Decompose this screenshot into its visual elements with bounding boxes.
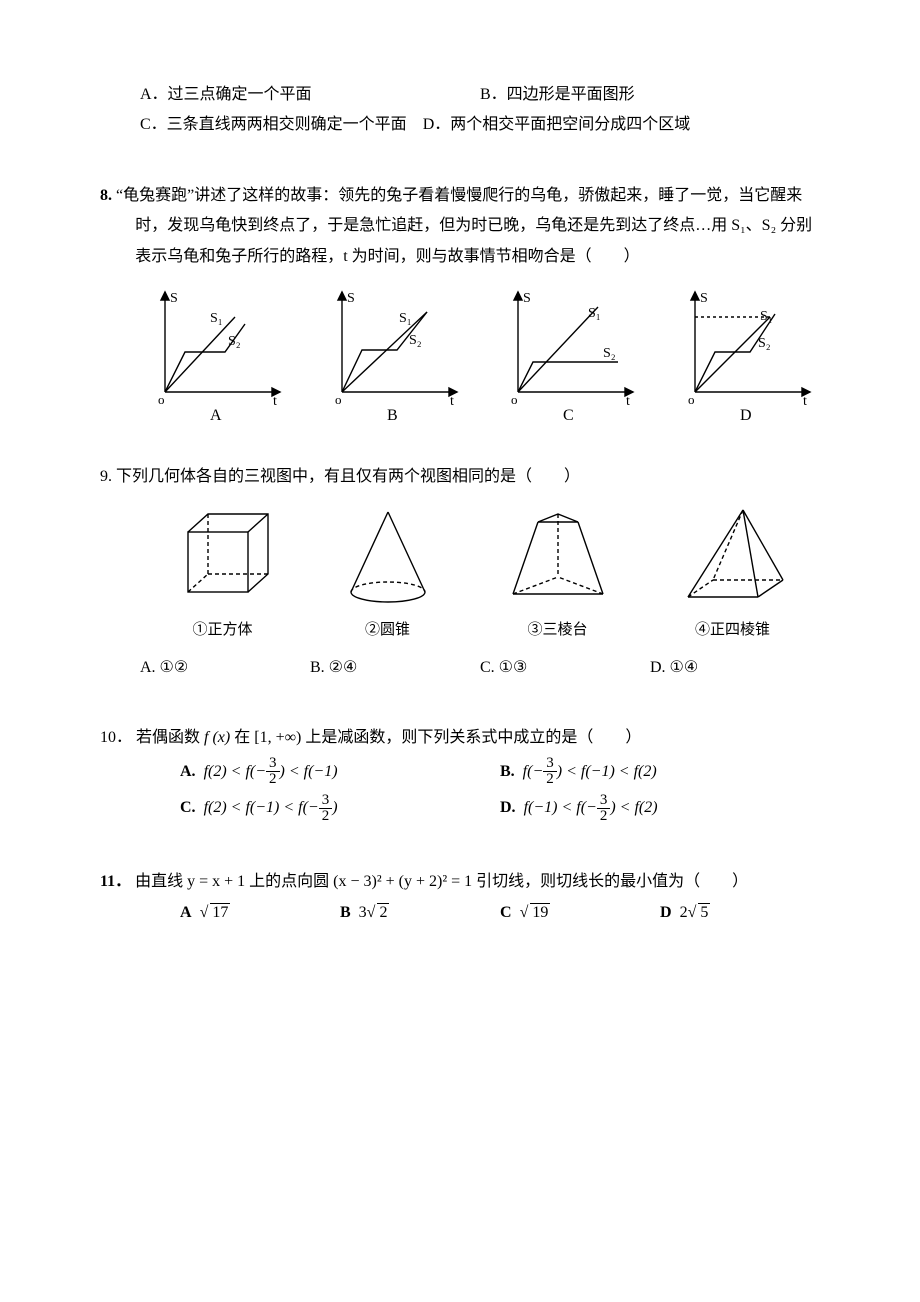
svg-text:S: S xyxy=(347,291,355,306)
svg-text:S₂: S₂ xyxy=(603,346,616,361)
q10-option-b: B. f(−32) < f(−1) < f(2) xyxy=(500,754,820,791)
q9-option-a: A. ①② xyxy=(140,653,310,683)
q11-number: 11． xyxy=(100,873,131,890)
q10-c-expr: f(2) < f(−1) < f(−32) xyxy=(204,799,338,816)
q9-fig-cone: ②圆锥 xyxy=(333,502,443,645)
q9-number: 9. xyxy=(100,468,112,485)
q11-stem: 11． 由直线 y = x + 1 上的点向圆 (x − 3)² + (y + … xyxy=(100,867,820,897)
q10-fx: f (x) xyxy=(204,729,230,746)
svg-text:S₁: S₁ xyxy=(588,306,601,321)
q9-label-4: ④正四棱锥 xyxy=(673,616,793,645)
q8-number: 8. xyxy=(100,187,112,204)
q9-figures: ①正方体 ②圆锥 xyxy=(140,502,820,645)
q10-a-expr: f(2) < f(−32) < f(−1) xyxy=(204,763,338,780)
q11-c-sqrt: √19 xyxy=(520,898,551,928)
q11-option-b: B 3√2 xyxy=(340,898,500,928)
q9-label-3: ③三棱台 xyxy=(498,616,618,645)
svg-text:S₂: S₂ xyxy=(409,333,422,348)
q9-options: A. ①② B. ②④ C. ①③ D. ①④ xyxy=(140,653,820,683)
q8-graph-d: S t o S₁ S₂ D xyxy=(670,282,820,422)
q10-option-c: C. f(2) < f(−1) < f(−32) xyxy=(180,790,500,827)
q8-label-c: C xyxy=(563,407,574,422)
q8-label-b: B xyxy=(387,407,398,422)
svg-text:o: o xyxy=(511,392,518,407)
q8: 8. “龟兔赛跑”讲述了这样的故事：领先的兔子看着慢慢爬行的乌龟，骄傲起来，睡了… xyxy=(100,181,820,422)
q9-text: 下列几何体各自的三视图中，有且仅有两个视图相同的是（ ） xyxy=(116,468,580,485)
q11-option-a: A √17 xyxy=(180,898,340,928)
q10-pre: 若偶函数 xyxy=(136,729,204,746)
axis-t-label: t xyxy=(273,394,277,409)
q8-graphs: S t o S₁ S₂ A S t o S₁ S₂ B xyxy=(140,282,820,422)
q9-label-1: ①正方体 xyxy=(168,616,278,645)
svg-text:o: o xyxy=(158,392,165,407)
svg-text:S: S xyxy=(700,291,708,306)
q8-label-a: A xyxy=(210,407,222,422)
q9-fig-frustum: ③三棱台 xyxy=(498,502,618,645)
q11-b-sqrt: 3√2 xyxy=(359,898,390,928)
axis-s-label: S xyxy=(170,291,178,306)
q8-stem: 8. “龟兔赛跑”讲述了这样的故事：领先的兔子看着慢慢爬行的乌龟，骄傲起来，睡了… xyxy=(100,181,820,272)
q9-label-2: ②圆锥 xyxy=(333,616,443,645)
q7-option-b: B．四边形是平面图形 xyxy=(480,80,820,110)
q9-fig-pyramid: ④正四棱锥 xyxy=(673,502,793,645)
q11-option-c: C √19 xyxy=(500,898,660,928)
q9-fig-cube: ①正方体 xyxy=(168,502,278,645)
svg-text:o: o xyxy=(688,392,695,407)
q10-post: 上是减函数，则下列关系式中成立的是（ ） xyxy=(305,729,641,746)
svg-text:S₁: S₁ xyxy=(760,309,773,324)
s2-label: S₂ xyxy=(228,334,241,349)
q9-option-d: D. ①④ xyxy=(650,653,820,683)
q10-d-expr: f(−1) < f(−32) < f(2) xyxy=(524,799,658,816)
q11-option-d: D 2√5 xyxy=(660,898,820,928)
q8-graph-b: S t o S₁ S₂ B xyxy=(317,282,467,422)
q10-b-expr: f(−32) < f(−1) < f(2) xyxy=(523,763,657,780)
svg-text:t: t xyxy=(450,394,454,409)
svg-text:S₁: S₁ xyxy=(399,311,412,326)
svg-text:o: o xyxy=(335,392,342,407)
q9-option-c: C. ①③ xyxy=(480,653,650,683)
q11: 11． 由直线 y = x + 1 上的点向圆 (x − 3)² + (y + … xyxy=(100,867,820,928)
q11-options: A √17 B 3√2 C √19 D 2√5 xyxy=(180,898,820,928)
q7-option-c: C．三条直线两两相交则确定一个平面 D．两个相交平面把空间分成四个区域 xyxy=(140,110,820,140)
q7-options-row: A．过三点确定一个平面 B．四边形是平面图形 C．三条直线两两相交则确定一个平面… xyxy=(140,80,820,141)
q10-int: [1, +∞) xyxy=(254,729,301,746)
svg-text:t: t xyxy=(626,394,630,409)
q9-option-b: B. ②④ xyxy=(310,653,480,683)
q7-option-c-text: C．三条直线两两相交则确定一个平面 xyxy=(140,116,407,133)
svg-text:S₂: S₂ xyxy=(758,336,771,351)
q10-option-d: D. f(−1) < f(−32) < f(2) xyxy=(500,790,820,827)
q8-graph-a: S t o S₁ S₂ A xyxy=(140,282,290,422)
q10-number: 10． xyxy=(100,729,132,746)
q8-text: “龟兔赛跑”讲述了这样的故事：领先的兔子看着慢慢爬行的乌龟，骄傲起来，睡了一觉，… xyxy=(116,187,812,265)
q7-options: A．过三点确定一个平面 B．四边形是平面图形 C．三条直线两两相交则确定一个平面… xyxy=(100,80,820,141)
q7-option-a: A．过三点确定一个平面 xyxy=(140,80,480,110)
q11-d-sqrt: 2√5 xyxy=(680,898,711,928)
q7-option-d-text: D．两个相交平面把空间分成四个区域 xyxy=(423,116,691,133)
svg-text:t: t xyxy=(803,394,807,409)
q10-mid: 在 xyxy=(234,729,254,746)
q10: 10． 若偶函数 f (x) 在 [1, +∞) 上是减函数，则下列关系式中成立… xyxy=(100,723,820,827)
q11-text: 由直线 y = x + 1 上的点向圆 (x − 3)² + (y + 2)² … xyxy=(135,873,748,890)
q8-label-d: D xyxy=(740,407,752,422)
q11-a-sqrt: √17 xyxy=(200,898,231,928)
q10-stem: 10． 若偶函数 f (x) 在 [1, +∞) 上是减函数，则下列关系式中成立… xyxy=(100,723,820,753)
q8-graph-c: S t o S₁ S₂ C xyxy=(493,282,643,422)
s1-label: S₁ xyxy=(210,311,223,326)
q9-stem: 9. 下列几何体各自的三视图中，有且仅有两个视图相同的是（ ） xyxy=(100,462,820,492)
svg-text:S: S xyxy=(523,291,531,306)
q9: 9. 下列几何体各自的三视图中，有且仅有两个视图相同的是（ ） ①正方体 xyxy=(100,462,820,683)
q10-option-a: A. f(2) < f(−32) < f(−1) xyxy=(180,754,500,791)
q10-options: A. f(2) < f(−32) < f(−1) B. f(−32) < f(−… xyxy=(180,754,820,828)
